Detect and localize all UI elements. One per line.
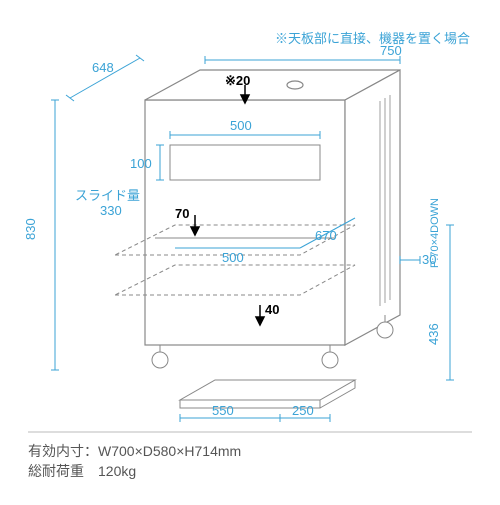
spec-text: 有効内寸：W700×D580×H714mm 総耐荷重 120kg	[28, 442, 241, 481]
total-load: 総耐荷重 120kg	[28, 462, 241, 482]
dim-inner-w2: 500	[222, 250, 244, 265]
dim-inner-w1: 500	[230, 118, 252, 133]
top-note: ※天板部に直接、機器を置く場合	[275, 28, 470, 47]
dimension-drawing: 648 750 830 500 100 スライド量 330 500 670 30…	[0, 0, 500, 500]
load-top: ※20	[225, 73, 250, 88]
load-lower: 40	[265, 302, 279, 317]
dim-inner-d1: 670	[315, 228, 337, 243]
diagram-container: 648 750 830 500 100 スライド量 330 500 670 30…	[0, 0, 500, 500]
dim-inner-h1: 100	[130, 156, 152, 171]
dim-slide-label: スライド量	[75, 188, 140, 203]
effective-size: 有効内寸：W700×D580×H714mm	[28, 442, 241, 462]
dim-right-h: 436	[426, 323, 441, 345]
dim-base-w1: 550	[212, 403, 234, 418]
dim-slide-amt: 330	[100, 203, 122, 218]
dim-height: 830	[23, 218, 38, 240]
load-shelf: 70	[175, 206, 189, 221]
dim-pitch: P:70×4DOWN	[429, 198, 441, 268]
dim-depth: 648	[92, 60, 114, 75]
dim-base-w2: 250	[292, 403, 314, 418]
